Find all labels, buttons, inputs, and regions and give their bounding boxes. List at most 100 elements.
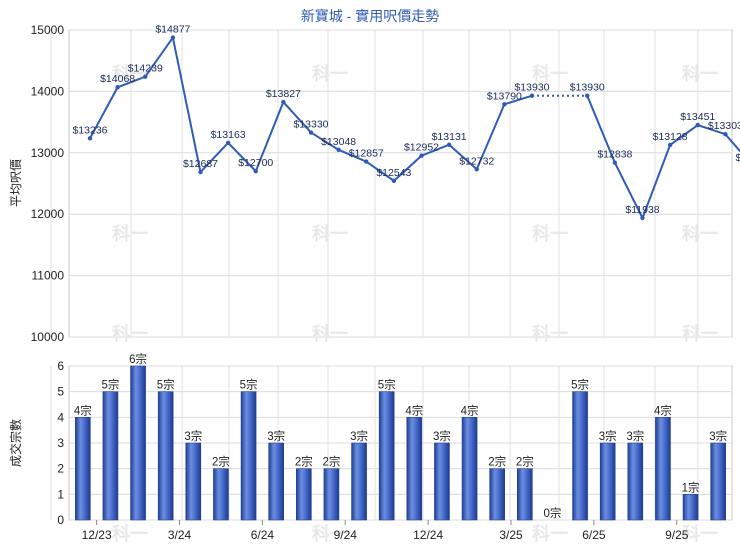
price-data-label: $11938 [625, 204, 659, 216]
volume-data-label: 4宗 [74, 403, 92, 417]
volume-bar [351, 442, 367, 521]
volume-bar [213, 468, 229, 521]
volume-data-label: 5宗 [157, 378, 175, 392]
volume-bar [517, 468, 533, 521]
x-axis-tick-label: 12/23 [82, 528, 112, 542]
x-axis-tick-label: 6/24 [251, 528, 275, 542]
price-data-label: $12732 [459, 155, 494, 167]
price-data-point [612, 160, 618, 165]
price-data-point [143, 74, 148, 79]
price-data-label: $14239 [128, 63, 163, 75]
price-data-point [474, 167, 479, 172]
price-plot-frame [68, 29, 733, 338]
volume-y-tick-label: 3 [57, 436, 64, 450]
volume-data-label: 3宗 [709, 429, 727, 443]
x-axis-tick-label: 12/24 [413, 528, 443, 542]
volume-data-label: 6宗 [129, 352, 147, 366]
volume-bar [75, 417, 91, 521]
volume-bar [627, 442, 644, 521]
volume-bar [378, 391, 395, 521]
price-y-tick-label: 15000 [31, 23, 65, 37]
volume-y-tick-label: 6 [57, 359, 64, 373]
watermark-text: 科一 [532, 223, 568, 244]
price-data-point [585, 93, 590, 98]
price-y-tick-label: 13000 [31, 146, 65, 160]
watermark-text: 科一 [532, 63, 568, 84]
volume-y-axis-label: 成交宗數 [8, 419, 23, 467]
volume-data-label: 5宗 [378, 378, 396, 392]
volume-data-label: 2宗 [516, 455, 534, 469]
watermark-text: 科一 [112, 523, 148, 544]
volume-data-label: 5宗 [571, 378, 589, 392]
price-data-point [667, 142, 673, 148]
volume-y-tick-label: 1 [57, 487, 64, 501]
volume-bar [323, 468, 340, 521]
price-data-point [723, 131, 728, 137]
watermark-text: 科一 [112, 323, 148, 344]
price-data-label: $13236 [72, 124, 107, 136]
volume-data-label: 3宗 [184, 429, 202, 443]
price-data-point [695, 122, 700, 128]
price-data-point [87, 136, 93, 141]
x-axis-tick-label: 9/25 [665, 528, 689, 542]
price-data-point [446, 142, 452, 147]
volume-y-tick-label: 4 [57, 410, 64, 424]
volume-bar [655, 417, 671, 521]
price-data-label: $13131 [432, 131, 467, 143]
volume-data-label: 0宗 [543, 506, 561, 520]
price-data-label: $12700 [238, 157, 273, 169]
price-data-label: $13930 [514, 82, 549, 94]
watermark-text: 科一 [682, 523, 718, 544]
price-y-tick-label: 12000 [31, 207, 65, 221]
price-data-label: $12838 [597, 149, 632, 161]
price-data-label: $14877 [155, 24, 190, 36]
price-data-point [529, 93, 535, 98]
volume-data-label: 4宗 [405, 403, 423, 417]
volume-bar [268, 442, 284, 521]
volume-bar [710, 442, 726, 521]
volume-bar [434, 442, 450, 521]
price-data-label: $12687 [183, 158, 218, 170]
price-data-point [364, 159, 369, 164]
chart-title: 新寶城 - 實用呎價走勢 [301, 8, 439, 24]
price-data-label: $14068 [100, 73, 135, 85]
volume-data-label: 2宗 [295, 455, 313, 469]
volume-bar [130, 365, 146, 521]
volume-y-tick-label: 0 [57, 513, 64, 527]
price-data-label: $12543 [376, 167, 411, 179]
price-y-tick-label: 14000 [31, 84, 65, 98]
volume-bar [461, 417, 478, 521]
price-data-point [640, 215, 645, 221]
watermark-text: 科一 [312, 323, 348, 344]
price-data-point [281, 99, 286, 105]
price-data-point [198, 169, 203, 175]
price-data-point [308, 130, 314, 135]
price-data-label: $12952 [404, 142, 439, 154]
price-data-label: $12857 [349, 148, 384, 160]
watermark-text: 科一 [532, 523, 568, 544]
volume-data-label: 3宗 [599, 429, 617, 443]
price-data-point [115, 85, 120, 90]
price-data-label: $13451 [680, 111, 715, 123]
volume-bar [489, 468, 505, 521]
volume-bar [296, 468, 312, 521]
watermark-text: 科一 [112, 223, 148, 244]
volume-data-label: 3宗 [626, 429, 644, 443]
volume-bar [240, 391, 257, 521]
watermark-text: 科一 [312, 223, 348, 244]
price-data-point [253, 169, 258, 174]
price-y-tick-label: 10000 [31, 330, 65, 344]
price-data-label: $13790 [487, 90, 522, 102]
volume-data-label: 5宗 [240, 378, 258, 392]
volume-bar [682, 494, 699, 521]
volume-y-tick-label: 2 [57, 462, 64, 476]
volume-data-label: 3宗 [433, 429, 451, 443]
x-axis-tick-label: 9/24 [334, 528, 358, 542]
volume-data-label: 2宗 [488, 455, 506, 469]
volume-data-label: 4宗 [654, 403, 672, 417]
watermark-text: 科一 [682, 323, 718, 344]
volume-bar [102, 391, 119, 521]
volume-bar [572, 391, 588, 521]
